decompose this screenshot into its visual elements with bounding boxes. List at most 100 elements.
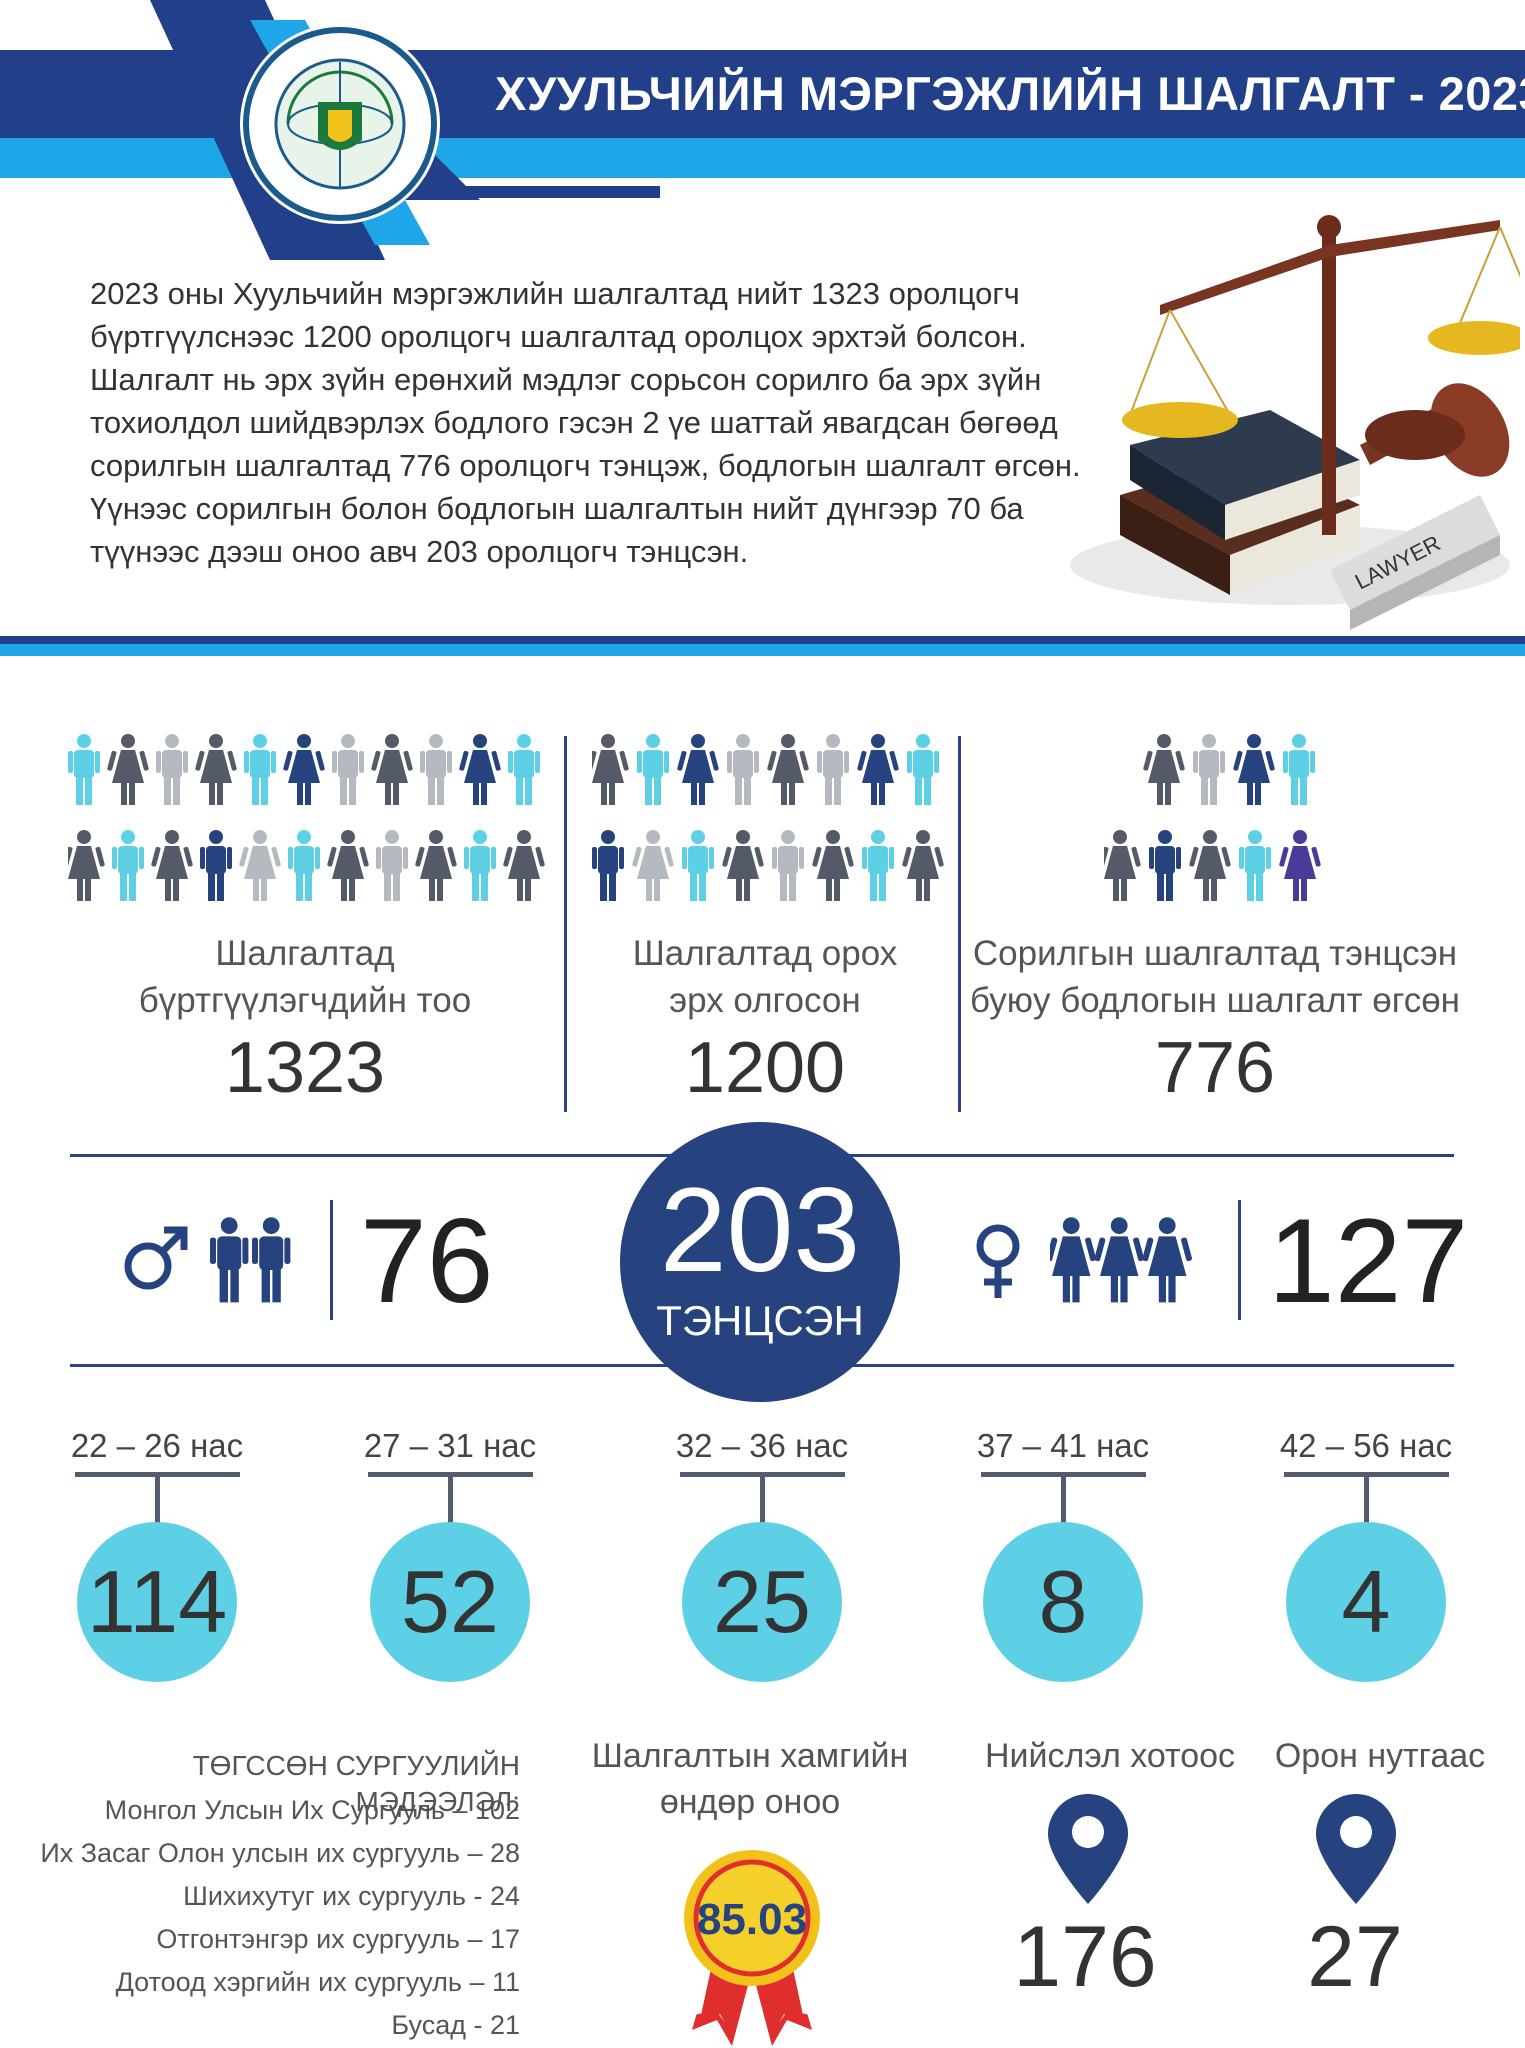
woman-figure-icon: [767, 734, 809, 805]
man-figure-icon: [592, 830, 624, 901]
passed-male-count: 76: [360, 1194, 494, 1328]
man-figure-icon: [907, 734, 939, 805]
education-item: Шихихутуг их сургууль - 24: [183, 1881, 520, 1911]
age-connector-bar: [1284, 1472, 1449, 1477]
intro-text: 2023 оны Хуульчийн мэргэжлийн шалгалтад …: [90, 272, 1130, 573]
age-range-label: 42 – 56 нас: [1279, 1427, 1453, 1464]
women-figures-icon: [1050, 1217, 1192, 1303]
people-group-passed-test: [1104, 734, 1321, 901]
man-figure-icon: [332, 734, 364, 805]
man-figure-icon: [244, 734, 276, 805]
man-figure-icon: [862, 830, 894, 901]
stat-label-line: Сорилгын шалгалтад тэнцсэн: [972, 934, 1458, 973]
man-figure-icon: [288, 830, 320, 901]
stat-label-passed-test: Сорилгын шалгалтад тэнцсэн буюу бодлогын…: [960, 930, 1470, 1024]
intro-line: бүртгүүлснээс 1200 оролцогч шалгалтад ор…: [90, 319, 1027, 354]
stat-label-registered: Шалгалтад бүртгүүлэгчдийн тоо: [100, 930, 510, 1024]
woman-figure-icon: [1189, 830, 1231, 901]
location-pin-icon: [1048, 1794, 1128, 1904]
woman-figure-icon: [857, 734, 899, 805]
education-item: Дотоод хэргийн их сургууль – 11: [115, 1967, 520, 1997]
scales-of-justice-illustration: LAWYER: [1070, 215, 1520, 630]
stat-value-passed-test: 776: [1154, 1028, 1276, 1108]
woman-figure-icon: [283, 734, 325, 805]
age-connector-bar: [75, 1472, 240, 1477]
man-figure-icon: [682, 830, 714, 901]
divider-stripe: [0, 636, 1525, 656]
page-title: ХУУЛЬЧИЙН МЭРГЭЖЛИЙН ШАЛГАЛТ - 2023: [495, 67, 1525, 120]
age-connector-stem: [155, 1476, 160, 1526]
age-connector-stem: [1364, 1476, 1369, 1526]
people-group-eligible: [592, 734, 944, 901]
top-score-title: Шалгалтын хамгийн өндөр оноо: [570, 1733, 930, 1825]
woman-figure-icon: [677, 734, 719, 805]
woman-figure-icon: [1143, 734, 1185, 805]
passed-female-count: 127: [1268, 1194, 1469, 1328]
education-title: ТӨГССӨН СУРГУУЛИЙН МЭДЭЭЛЭЛ:: [192, 1750, 520, 1817]
stat-label-line: бүртгүүлэгчдийн тоо: [138, 981, 472, 1020]
age-count-circle: [983, 1522, 1143, 1682]
woman-figure-icon: [327, 830, 369, 901]
man-figure-icon: [508, 734, 540, 805]
divider-vertical: [958, 736, 961, 1112]
top-score-value: 85.03: [697, 1895, 807, 1944]
education-item: Монгол Улсын Их Сургууль – 102: [104, 1795, 520, 1825]
stat-value-eligible: 1200: [684, 1028, 846, 1108]
divider-vertical: [330, 1200, 333, 1320]
woman-figure-icon: [632, 830, 674, 901]
divider-vertical: [564, 736, 567, 1112]
age-connector-bar: [368, 1472, 533, 1477]
stat-value-registered: 1323: [224, 1028, 386, 1108]
male-icon: [124, 1226, 188, 1290]
man-figure-icon: [1149, 830, 1181, 901]
age-connector-bar: [981, 1472, 1146, 1477]
woman-figure-icon: [503, 830, 545, 901]
man-figure-icon: [156, 734, 188, 805]
age-connector-stem: [760, 1476, 765, 1526]
rural-title: Орон нутгаас: [1274, 1737, 1486, 1775]
man-figure-icon: [1283, 734, 1315, 805]
top-score-title-line: өндөр оноо: [659, 1783, 841, 1821]
age-range-label: 37 – 41 нас: [976, 1427, 1150, 1464]
stat-label-line: Шалгалтад: [215, 934, 395, 973]
divider-vertical: [1238, 1200, 1241, 1320]
intro-line: тохиолдол шийдвэрлэх бодлого гэсэн 2 үе …: [90, 405, 1058, 440]
man-figure-icon: [200, 830, 232, 901]
men-figures-icon: [210, 1217, 291, 1303]
man-figure-icon: [210, 1217, 249, 1303]
age-range-label: 22 – 26 нас: [70, 1427, 244, 1464]
woman-figure-icon: [68, 830, 105, 901]
man-figure-icon: [68, 734, 100, 805]
man-figure-icon: [1193, 734, 1225, 805]
education-item: Отгонтэнгэр их сургууль – 17: [156, 1924, 520, 1954]
woman-figure-icon: [592, 734, 629, 805]
man-figure-icon: [252, 1217, 291, 1303]
rural-count: 27: [1307, 1909, 1403, 2005]
man-figure-icon: [637, 734, 669, 805]
capital-title: Нийслэл хотоос: [984, 1737, 1236, 1775]
age-count-circle: [77, 1522, 237, 1682]
people-group-registered: [68, 734, 545, 901]
passed-total-circle: [620, 1122, 900, 1402]
stat-label-eligible: Шалгалтад орох эрх олгосон: [560, 930, 970, 1024]
man-figure-icon: [464, 830, 496, 901]
woman-figure-icon: [239, 830, 281, 901]
age-range-label: 27 – 31 нас: [363, 1427, 537, 1464]
woman-figure-icon: [459, 734, 501, 805]
age-count-value: 114: [86, 1552, 228, 1651]
age-range-label: 32 – 36 нас: [675, 1427, 849, 1464]
woman-figure-icon: [812, 830, 854, 901]
intro-line: Үүнээс сорилгын болон бодлогын шалгалтын…: [90, 491, 1024, 526]
woman-figure-icon: [1104, 830, 1141, 901]
intro-line: Шалгалт нь эрх зүйн ерөнхий мэдлэг сорьс…: [90, 362, 1042, 397]
woman-figure-icon: [415, 830, 457, 901]
capital-count: 176: [1013, 1909, 1157, 2005]
woman-figure-icon: [107, 734, 149, 805]
logo: [238, 22, 442, 226]
passed-total-label: ТЭНЦСЭН: [656, 1297, 864, 1344]
age-count-value: 8: [1038, 1552, 1088, 1651]
woman-figure-icon: [722, 830, 764, 901]
age-connector-bar: [680, 1472, 845, 1477]
woman-figure-icon: [1279, 830, 1321, 901]
woman-figure-icon: [195, 734, 237, 805]
